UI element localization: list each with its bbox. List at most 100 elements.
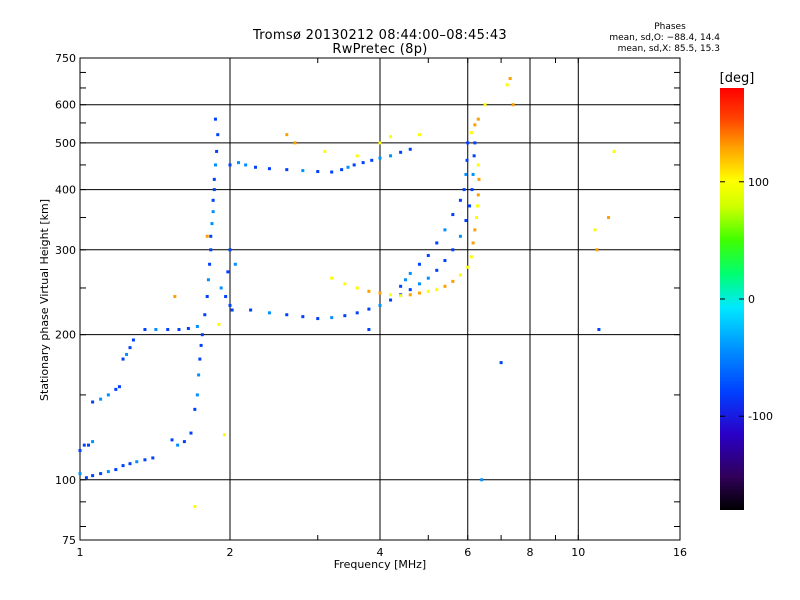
y-tick-label: 600	[55, 99, 76, 112]
o-mode-point	[209, 234, 213, 238]
o-mode-point	[389, 154, 393, 158]
o-mode-point	[399, 150, 403, 154]
x-mode-point	[593, 228, 597, 232]
x-mode-point	[389, 293, 393, 297]
o-mode-point	[170, 438, 174, 442]
o-mode-point	[99, 472, 103, 476]
o-mode-point	[330, 316, 334, 320]
o-mode-point	[203, 313, 207, 317]
o-mode-point	[86, 443, 90, 447]
x-mode-point	[473, 228, 477, 232]
x-mode-point	[417, 291, 421, 295]
x-mode-point	[475, 216, 479, 220]
o-mode-point	[285, 313, 289, 317]
o-mode-point	[249, 308, 253, 312]
o-mode-point	[435, 268, 439, 272]
x-mode-point	[471, 241, 475, 245]
o-mode-point	[408, 271, 412, 275]
x-mode-point	[469, 131, 473, 135]
x-mode-point	[426, 289, 430, 293]
o-mode-point	[464, 172, 468, 176]
o-mode-point	[182, 440, 186, 444]
x-mode-point	[323, 149, 327, 153]
o-mode-point	[212, 177, 216, 181]
x-mode-point	[223, 433, 227, 437]
x-mode-point	[469, 255, 473, 259]
o-mode-point	[199, 343, 203, 347]
o-mode-point	[480, 478, 484, 482]
o-mode-point	[195, 393, 199, 397]
o-mode-point	[210, 222, 214, 226]
x-mode-point	[476, 193, 480, 197]
o-mode-point	[224, 295, 228, 299]
phases-title: Phases	[654, 22, 686, 32]
o-mode-point	[208, 262, 212, 266]
o-mode-point	[301, 315, 305, 319]
o-mode-point	[370, 158, 374, 162]
o-mode-point	[228, 163, 232, 167]
o-mode-point	[211, 198, 215, 202]
o-mode-point	[367, 307, 371, 311]
o-mode-point	[316, 170, 320, 174]
o-mode-point	[166, 328, 170, 332]
o-mode-point	[399, 284, 403, 288]
o-mode-point	[355, 311, 359, 315]
o-mode-point	[443, 259, 447, 263]
x-mode-point	[476, 117, 480, 121]
o-mode-point	[216, 133, 220, 137]
o-mode-point	[473, 141, 477, 145]
o-mode-point	[91, 400, 95, 404]
o-mode-point	[378, 156, 382, 160]
o-mode-point	[215, 149, 219, 153]
o-mode-point	[226, 270, 230, 274]
o-mode-point	[135, 460, 139, 464]
o-mode-point	[253, 165, 257, 169]
x-mode-point	[435, 288, 439, 292]
phases-legend: Phases mean, sd,O: −88.4, 14.4 mean, sd,…	[580, 22, 720, 55]
o-mode-point	[458, 198, 462, 202]
o-mode-point	[198, 357, 202, 361]
y-tick-label: 300	[55, 244, 76, 257]
x-mode-point	[343, 282, 347, 286]
o-mode-point	[361, 161, 365, 165]
o-mode-point	[451, 213, 455, 217]
o-mode-point	[466, 141, 470, 145]
o-mode-point	[82, 443, 86, 447]
x-mode-point	[612, 149, 616, 153]
o-mode-point	[114, 468, 118, 472]
o-mode-point	[343, 314, 347, 318]
o-mode-point	[230, 308, 234, 312]
x-mode-point	[285, 133, 289, 137]
x-tick-label: 6	[464, 546, 471, 559]
x-mode-point	[389, 135, 393, 139]
o-mode-point	[470, 188, 474, 192]
x-mode-point	[595, 248, 599, 252]
o-mode-point	[228, 248, 232, 252]
chart-title: Tromsø 20130212 08:44:00–08:45:43	[252, 28, 508, 43]
x-mode-point	[477, 177, 481, 181]
o-mode-point	[117, 385, 121, 389]
x-tick-label: 8	[527, 546, 534, 559]
o-mode-point	[91, 440, 95, 444]
y-tick-label: 500	[55, 137, 76, 150]
x-tick-label: 4	[377, 546, 384, 559]
o-mode-point	[78, 449, 82, 453]
o-mode-point	[464, 219, 468, 223]
o-mode-point	[213, 117, 217, 121]
x-mode-point	[458, 273, 462, 277]
o-mode-point	[200, 333, 204, 337]
o-mode-point	[91, 474, 95, 478]
o-mode-point	[195, 324, 199, 328]
o-mode-point	[128, 462, 132, 466]
colorbar-label: [deg]	[720, 71, 755, 86]
data-points	[78, 77, 616, 509]
colorbar-tick-label: 100	[748, 176, 769, 189]
o-mode-point	[197, 373, 201, 377]
o-mode-point	[154, 328, 158, 332]
o-mode-point	[236, 161, 240, 165]
o-mode-point	[206, 278, 210, 282]
x-mode-point	[483, 103, 487, 107]
x-mode-point	[443, 284, 447, 288]
o-mode-point	[219, 286, 223, 290]
o-mode-point	[458, 234, 462, 238]
